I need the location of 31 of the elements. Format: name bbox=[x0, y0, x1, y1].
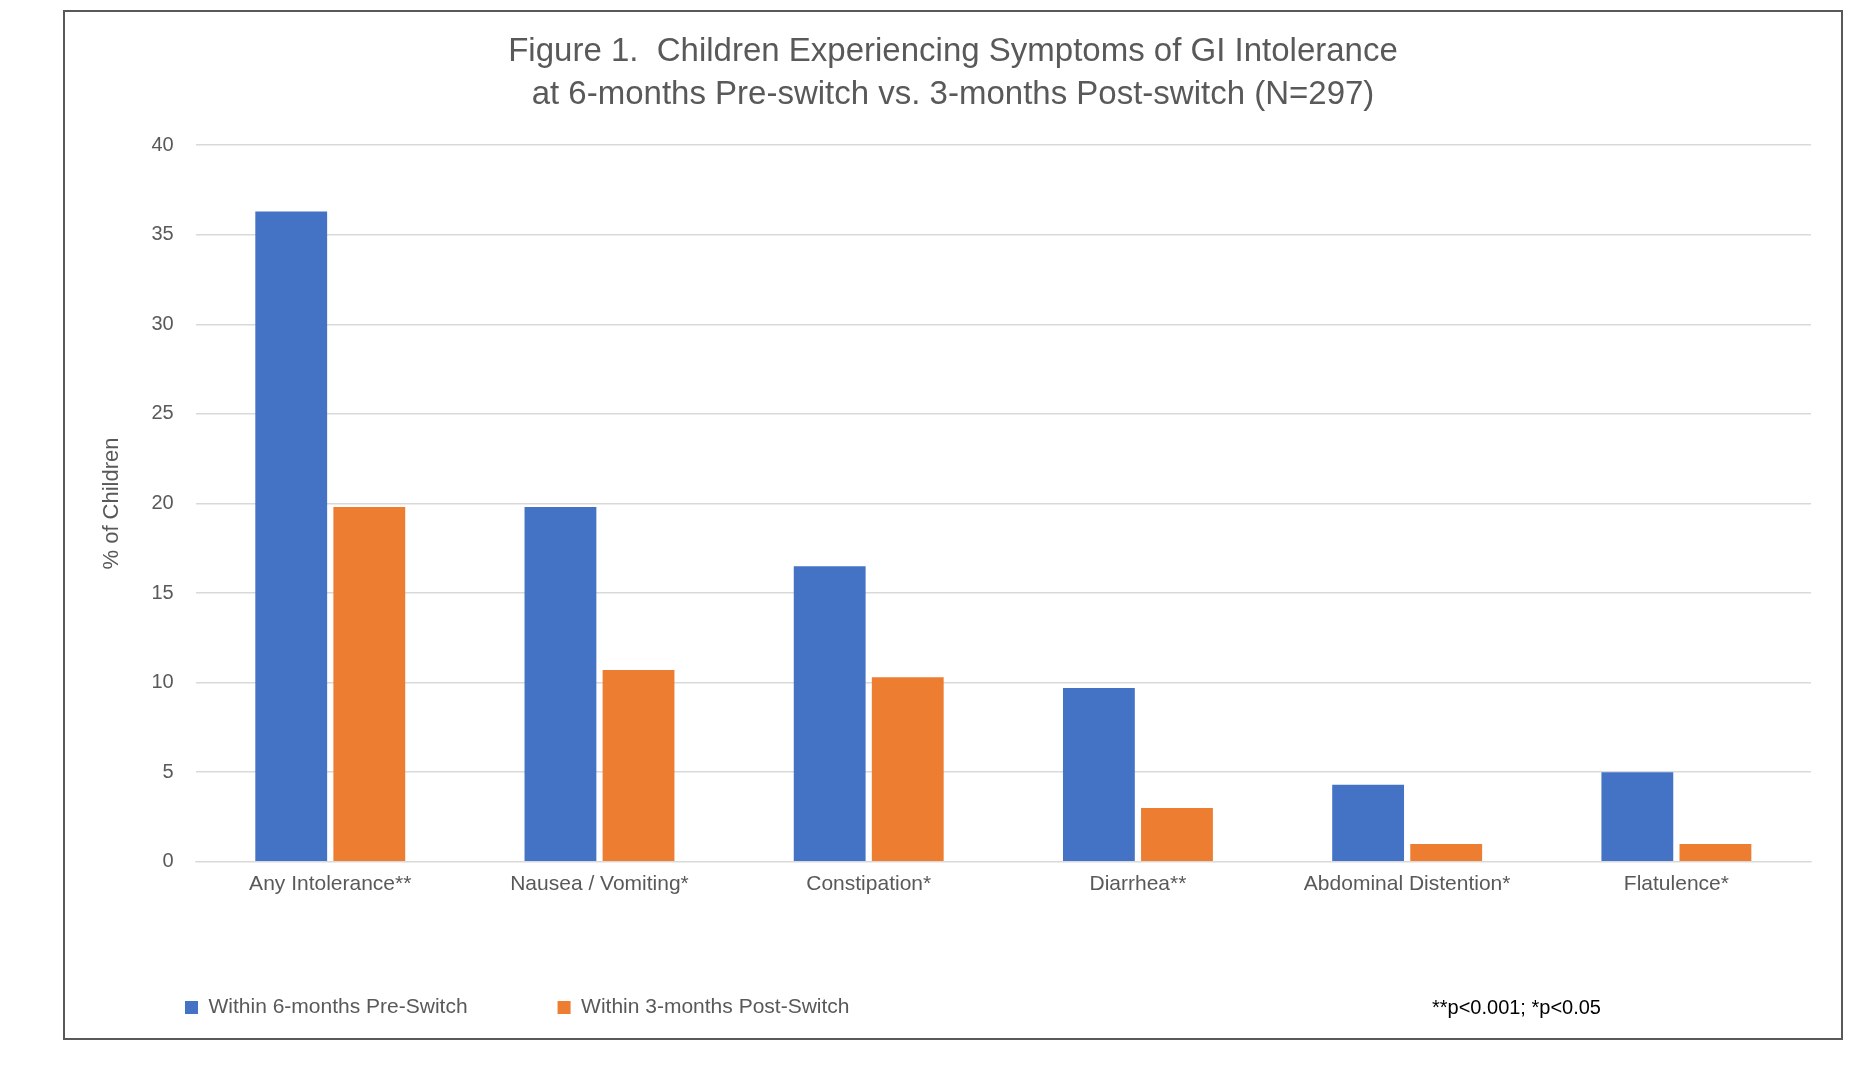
x-tick-label: Flatulence* bbox=[1623, 871, 1729, 895]
x-tick-label: Any Intolerance** bbox=[249, 871, 412, 895]
bar bbox=[1601, 772, 1674, 862]
y-tick-label: 25 bbox=[151, 401, 174, 424]
x-tick-label: Constipation* bbox=[806, 871, 932, 895]
bar bbox=[255, 211, 328, 862]
bar bbox=[871, 677, 944, 862]
chart-title: Figure 1. Children Experiencing Symptoms of GI Intolerance bbox=[508, 30, 1398, 68]
y-axis-title: % of Children bbox=[98, 437, 124, 570]
bar bbox=[524, 507, 597, 862]
y-tick-label: 10 bbox=[151, 670, 174, 693]
bar bbox=[793, 566, 866, 862]
legend-label: Within 6-months Pre-Switch bbox=[208, 994, 468, 1018]
bar bbox=[1410, 843, 1483, 862]
y-tick-label: 5 bbox=[162, 759, 174, 782]
y-tick-label: 35 bbox=[151, 222, 174, 245]
y-tick-label: 30 bbox=[151, 311, 174, 334]
x-tick-label: Diarrhea** bbox=[1089, 871, 1187, 895]
bar bbox=[1062, 688, 1135, 862]
y-tick-label: 0 bbox=[162, 849, 174, 872]
bar bbox=[1141, 808, 1213, 862]
x-tick-label: Nausea / Vomiting* bbox=[510, 871, 689, 895]
y-tick-label: 15 bbox=[151, 580, 174, 603]
bar bbox=[1332, 784, 1405, 862]
y-tick-label: 20 bbox=[151, 491, 174, 514]
x-tick-label: Abdominal Distention* bbox=[1303, 871, 1511, 895]
text: **p<0.001; *p<0.05 bbox=[1431, 995, 1601, 1018]
bar bbox=[333, 507, 406, 862]
bar bbox=[1679, 843, 1752, 862]
y-tick-label: 40 bbox=[151, 132, 174, 155]
bar bbox=[602, 670, 675, 862]
